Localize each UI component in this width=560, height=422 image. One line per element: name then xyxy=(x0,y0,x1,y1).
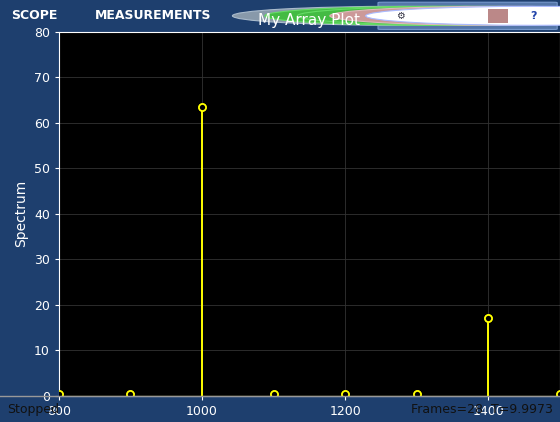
Text: ⚙: ⚙ xyxy=(396,11,405,21)
Text: Stopped: Stopped xyxy=(7,403,59,416)
Circle shape xyxy=(265,6,560,25)
Circle shape xyxy=(232,6,560,25)
Y-axis label: Spectrum: Spectrum xyxy=(14,180,28,247)
Text: ▶: ▶ xyxy=(429,11,437,21)
Text: SCOPE: SCOPE xyxy=(11,9,58,22)
Text: MEASUREMENTS: MEASUREMENTS xyxy=(95,9,212,22)
Title: My Array Plot: My Array Plot xyxy=(258,13,361,28)
FancyBboxPatch shape xyxy=(378,2,557,30)
FancyBboxPatch shape xyxy=(488,9,508,23)
Circle shape xyxy=(297,6,560,25)
Text: Frames=28  T=9.9973: Frames=28 T=9.9973 xyxy=(412,403,553,416)
Text: ▶|: ▶| xyxy=(461,11,470,20)
Text: ?: ? xyxy=(530,11,537,21)
Circle shape xyxy=(330,6,560,25)
Circle shape xyxy=(366,6,560,25)
